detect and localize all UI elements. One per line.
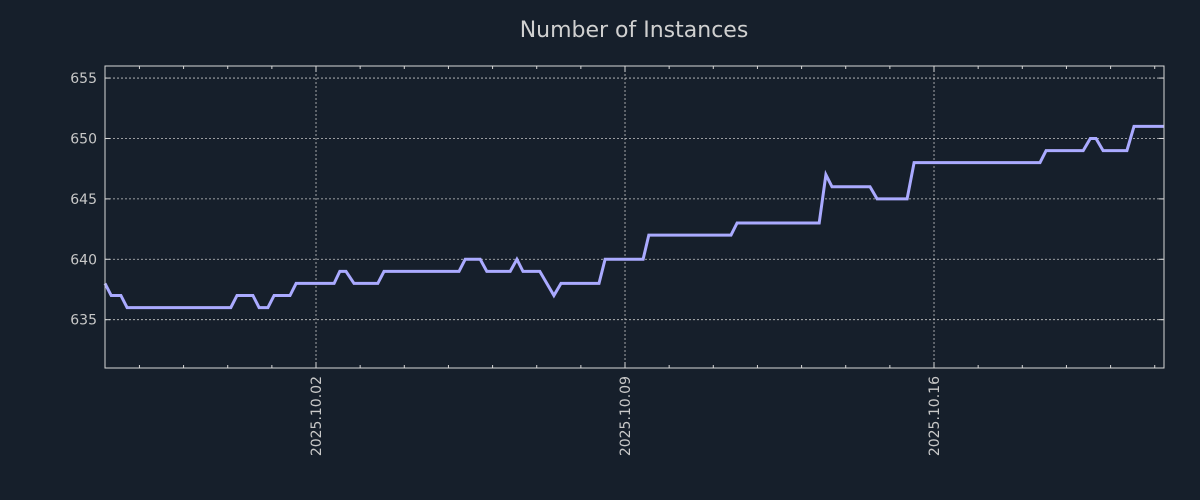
- y-tick-label: 640: [70, 252, 97, 268]
- y-tick-label: 635: [70, 313, 97, 329]
- x-tick-label: 2025.10.09: [618, 376, 634, 456]
- plot-frame: [104, 65, 1165, 369]
- y-tick-label: 645: [70, 192, 97, 208]
- axes: 635 640 645 650 655 2025.10.02 2025.10.09 2025.…: [70, 66, 1164, 456]
- x-tick-label: 2025.10.02: [309, 376, 325, 456]
- chart-title: Number of Instances: [520, 18, 749, 43]
- grid: [105, 66, 1164, 368]
- x-tick-label: 2025.10.16: [927, 376, 943, 456]
- y-tick-label: 650: [70, 131, 97, 147]
- y-tick-label: 655: [70, 71, 97, 87]
- series-line-instances: [103, 124, 1164, 310]
- series-layer: [103, 124, 1164, 310]
